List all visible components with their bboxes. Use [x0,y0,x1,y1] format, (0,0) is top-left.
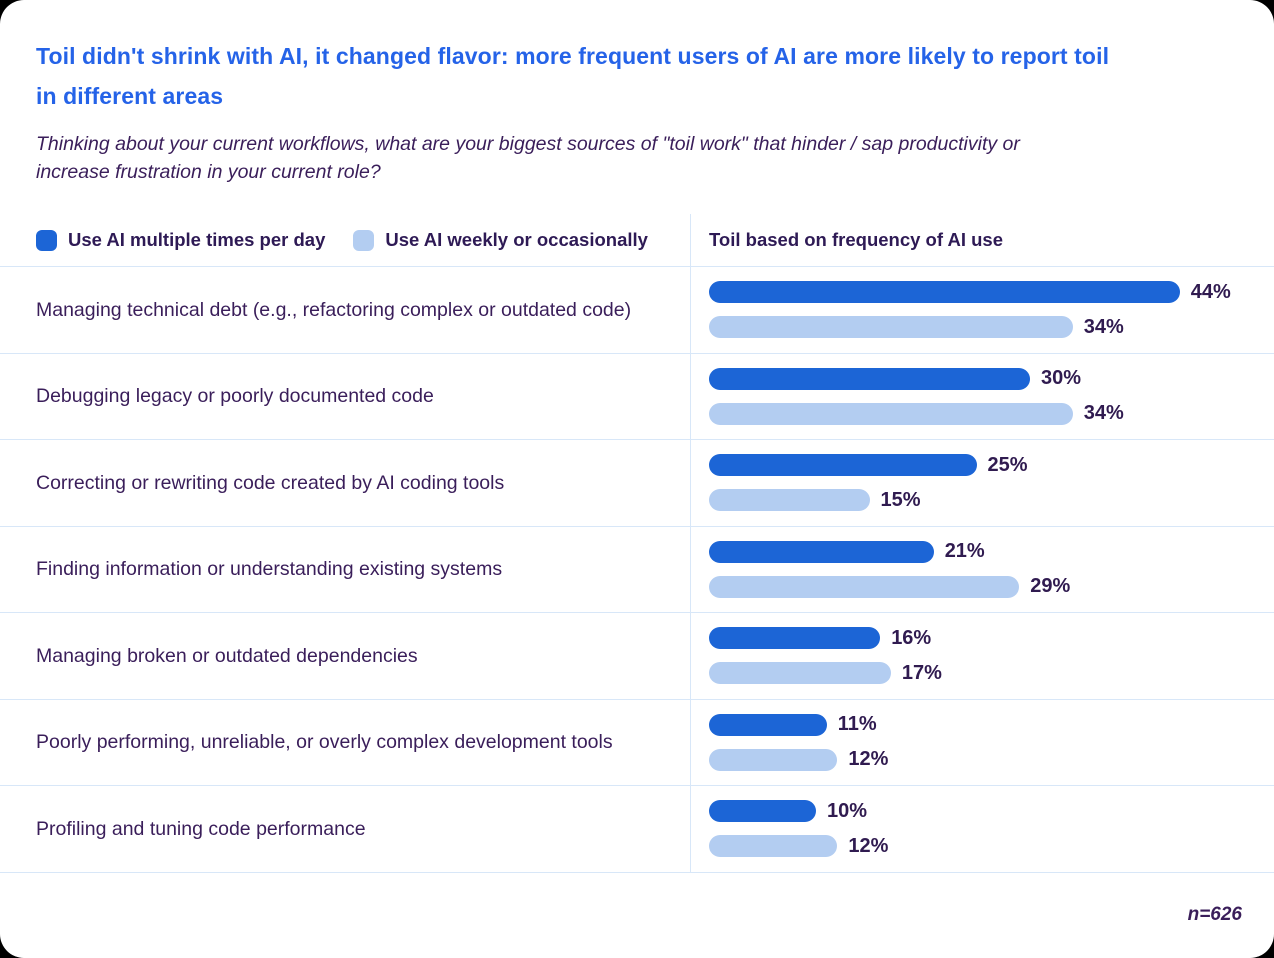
bar-line: 30% [709,367,1274,390]
legend-label: Use AI multiple times per day [68,229,326,250]
bar-value-label: 34% [1083,315,1124,338]
bar-group: 44% 34% [709,281,1274,339]
bar-ai-weekly-or-occasionally [709,835,838,858]
table-header-row: Use AI multiple times per day Use AI week… [0,214,1274,267]
bar-value-label: 10% [827,799,868,822]
bar-value-label: 17% [901,661,942,684]
bar-ai-weekly-or-occasionally [709,575,1020,598]
category-cell: Managing broken or outdated dependencies [0,613,690,699]
bar-value-label: 30% [1041,367,1082,390]
bars-cell: 21% 29% [690,526,1274,612]
bar-ai-multiple-times-per-day [709,713,827,736]
bar-group: 11% 12% [709,713,1274,771]
bar-line: 21% [709,540,1274,563]
legend-cell: Use AI multiple times per day Use AI week… [0,214,690,266]
chart-title: Toil didn't shrink with AI, it changed f… [36,43,1110,109]
category-cell: Poorly performing, unreliable, or overly… [0,700,690,786]
bar-ai-multiple-times-per-day [709,627,881,650]
bar-group: 30% 34% [709,367,1274,425]
bar-line: 10% [709,800,1274,823]
toil-table: Use AI multiple times per day Use AI week… [0,214,1274,873]
bar-line: 29% [709,575,1274,598]
bar-group: 10% 12% [709,800,1274,858]
bar-line: 16% [709,627,1274,650]
category-cell: Finding information or understanding exi… [0,527,690,613]
category-cell: Correcting or rewriting code created by … [0,440,690,526]
legend-swatch-icon [353,229,375,251]
bar-line: 17% [709,662,1274,685]
category-label: Finding information or understanding exi… [36,558,503,581]
bar-ai-weekly-or-occasionally [709,489,870,512]
category-cell: Managing technical debt (e.g., refactori… [0,267,690,353]
category-label: Correcting or rewriting code created by … [36,471,505,494]
bar-line: 15% [709,489,1274,512]
bars-cell: 11% 12% [690,699,1274,785]
bar-value-label: 16% [891,626,932,649]
legend-swatch-icon [36,229,57,251]
bar-ai-weekly-or-occasionally [709,316,1073,339]
bar-value-label: 25% [987,453,1028,476]
bar-line: 11% [709,713,1274,736]
chart-subtitle: Thinking about your current workflows, w… [36,133,1020,183]
bars-cell: 16% 17% [690,613,1274,699]
bars-cell: 10% 12% [690,786,1274,872]
bars-cell: 25% 15% [690,440,1274,526]
table-body: Managing technical debt (e.g., refactori… [0,267,1274,873]
bar-group: 16% 17% [709,627,1274,685]
table-row: Managing broken or outdated dependencies… [0,613,1274,700]
bar-ai-multiple-times-per-day [709,540,934,563]
legend-item-1: Use AI weekly or occasionally [353,229,648,251]
chart-column-header-cell: Toil based on frequency of AI use [690,214,1274,266]
bar-value-label: 15% [880,488,921,511]
bar-group: 21% 29% [709,540,1274,598]
table-row: Correcting or rewriting code created by … [0,440,1274,527]
bar-ai-multiple-times-per-day [709,454,977,477]
category-label: Debugging legacy or poorly documented co… [36,385,434,408]
table-row: Finding information or understanding exi… [0,526,1274,613]
legend: Use AI multiple times per day Use AI week… [36,229,648,251]
bars-cell: 44% 34% [690,267,1274,353]
bar-line: 12% [709,748,1274,771]
bar-value-label: 34% [1083,402,1124,425]
bar-ai-multiple-times-per-day [709,281,1180,304]
bar-line: 44% [709,281,1274,304]
bar-line: 34% [709,402,1274,425]
legend-label: Use AI weekly or occasionally [385,229,648,250]
bar-group: 25% 15% [709,454,1274,512]
header-block: Toil didn't shrink with AI, it changed f… [0,0,1274,186]
bar-value-label: 12% [848,748,889,771]
bar-line: 12% [709,835,1274,858]
bar-value-label: 44% [1190,280,1231,303]
legend-item-0: Use AI multiple times per day [36,229,325,251]
bar-value-label: 11% [837,713,877,736]
category-label: Managing technical debt (e.g., refactori… [36,298,632,321]
bars-cell: 30% 34% [690,353,1274,439]
bar-ai-weekly-or-occasionally [709,402,1073,425]
bar-value-label: 21% [944,540,985,563]
table-row: Profiling and tuning code performance 10%… [0,786,1274,873]
bar-ai-weekly-or-occasionally [709,662,891,685]
bar-value-label: 29% [1030,575,1071,598]
bar-ai-weekly-or-occasionally [709,748,838,771]
category-label: Managing broken or outdated dependencies [36,644,418,667]
bar-ai-multiple-times-per-day [709,367,1030,390]
table-row: Managing technical debt (e.g., refactori… [0,267,1274,354]
category-label: Poorly performing, unreliable, or overly… [36,731,613,754]
category-label: Profiling and tuning code performance [36,817,366,840]
table-row: Debugging legacy or poorly documented co… [0,353,1274,440]
bar-line: 25% [709,454,1274,477]
bar-ai-multiple-times-per-day [709,800,816,823]
table-row: Poorly performing, unreliable, or overly… [0,699,1274,786]
category-cell: Debugging legacy or poorly documented co… [0,354,690,440]
category-cell: Profiling and tuning code performance [0,786,690,872]
bar-value-label: 12% [848,834,889,857]
sample-size-note: n=626 [1187,904,1242,925]
bar-line: 34% [709,316,1274,339]
chart-column-header: Toil based on frequency of AI use [709,229,1003,250]
